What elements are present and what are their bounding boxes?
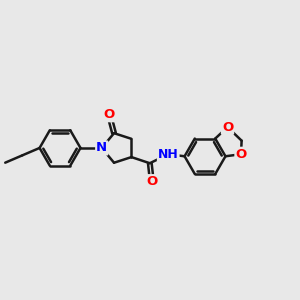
Text: O: O [236, 148, 247, 161]
Text: N: N [96, 142, 107, 154]
Text: NH: NH [158, 148, 178, 161]
Text: O: O [222, 121, 233, 134]
Text: O: O [103, 108, 115, 121]
Text: O: O [146, 175, 158, 188]
